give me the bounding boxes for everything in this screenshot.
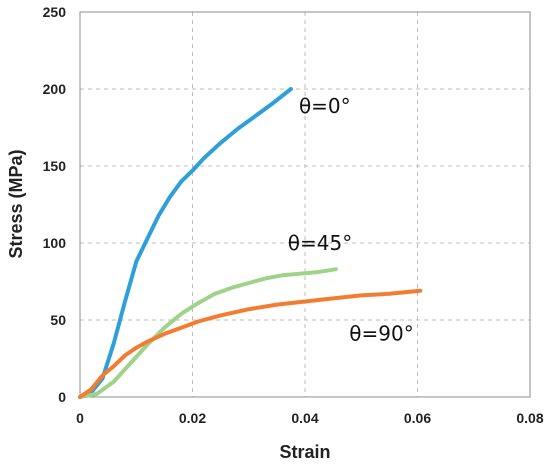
y-tick-label: 200 (43, 81, 67, 97)
series-label: θ=90° (349, 321, 413, 345)
y-tick-label: 100 (43, 235, 67, 251)
x-tick-label: 0.04 (291, 410, 318, 426)
y-tick-label: 0 (58, 389, 66, 405)
x-tick-label: 0.06 (404, 410, 431, 426)
series-layer (78, 87, 423, 399)
series-line-2 (78, 288, 423, 399)
tick-labels: 0 0.02 0.04 0.06 0.08 0 50 100 150 200 250 (43, 4, 544, 426)
y-tick-label: 250 (43, 4, 67, 20)
x-tick-label: 0 (76, 410, 84, 426)
x-tick-label: 0.02 (179, 410, 206, 426)
y-tick-label: 150 (43, 158, 67, 174)
plot-frame (79, 11, 531, 398)
annotations: θ=0° θ=45° θ=90° (288, 94, 414, 345)
grid-lines (80, 12, 530, 397)
series-label: θ=0° (299, 94, 351, 118)
x-axis-title: Strain (279, 442, 330, 462)
series-line-1 (78, 267, 338, 399)
y-axis-title: Stress (MPa) (6, 149, 26, 258)
series-line-0 (78, 87, 293, 399)
x-tick-label: 0.08 (516, 410, 543, 426)
series-label: θ=45° (288, 231, 352, 255)
y-tick-label: 50 (50, 312, 66, 328)
